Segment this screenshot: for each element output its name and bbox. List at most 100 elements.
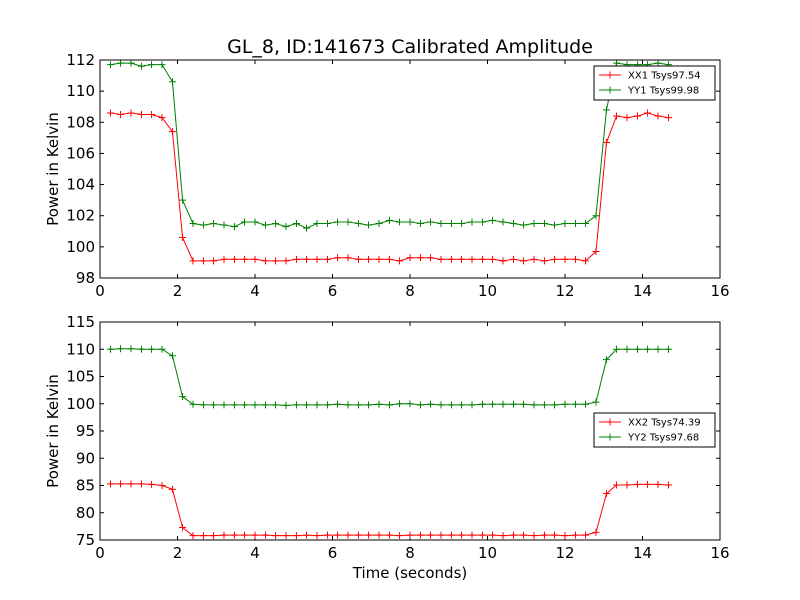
data-point bbox=[303, 224, 311, 232]
data-point bbox=[613, 59, 621, 67]
data-point bbox=[241, 401, 249, 409]
data-point bbox=[571, 220, 579, 227]
x-tick-label: 4 bbox=[250, 544, 260, 562]
y-tick-label: 108 bbox=[66, 113, 95, 131]
x-tick-label: 2 bbox=[173, 544, 183, 562]
data-point bbox=[509, 255, 517, 263]
data-point bbox=[633, 345, 641, 353]
data-point bbox=[447, 401, 455, 409]
data-point bbox=[561, 255, 569, 263]
data-point bbox=[396, 257, 404, 265]
data-point bbox=[127, 480, 135, 488]
data-point bbox=[272, 257, 280, 265]
data-point bbox=[117, 111, 125, 118]
data-point bbox=[551, 531, 559, 539]
data-point bbox=[251, 401, 259, 409]
data-point bbox=[520, 400, 528, 408]
data-point bbox=[530, 255, 538, 263]
data-point bbox=[489, 216, 497, 224]
data-point bbox=[623, 481, 631, 489]
data-point bbox=[220, 221, 228, 229]
bottom-series-markers bbox=[106, 345, 672, 540]
data-point bbox=[664, 481, 672, 489]
data-point bbox=[551, 221, 559, 229]
data-point bbox=[189, 400, 197, 408]
data-point bbox=[592, 248, 600, 256]
data-point bbox=[416, 531, 424, 539]
bottom-tick-labels: 0 2 4 6 8 10 12 14 16 75 80 85 90 95 100 105 110 115 bbox=[66, 313, 729, 562]
data-point bbox=[613, 481, 621, 489]
data-point bbox=[633, 112, 641, 120]
data-point bbox=[654, 59, 662, 67]
y-tick-label: 115 bbox=[66, 313, 95, 331]
data-point bbox=[468, 218, 476, 226]
x-axis-label: Time (seconds) bbox=[352, 564, 468, 582]
data-point bbox=[602, 490, 610, 498]
x-tick-label: 6 bbox=[328, 282, 338, 300]
data-point bbox=[323, 401, 331, 409]
data-point bbox=[292, 255, 300, 263]
data-point bbox=[168, 485, 176, 493]
data-point bbox=[282, 223, 290, 231]
legend-marker bbox=[606, 418, 614, 426]
data-point bbox=[220, 255, 228, 263]
data-point bbox=[561, 400, 569, 408]
data-point bbox=[158, 345, 166, 353]
data-point bbox=[385, 216, 393, 224]
data-point bbox=[633, 480, 641, 488]
top-legend-items: XX1 Tsys97.54 YY1 Tsys99.98 bbox=[599, 71, 701, 97]
data-point bbox=[189, 220, 197, 227]
data-point bbox=[468, 401, 476, 409]
data-point bbox=[106, 345, 114, 353]
legend-marker bbox=[606, 86, 614, 94]
bottom-plot: 0 2 4 6 8 10 12 14 16 75 80 85 90 95 100 105 110 115 Powe… bbox=[44, 313, 730, 582]
x-tick-label: 12 bbox=[555, 544, 574, 562]
data-point bbox=[137, 480, 145, 488]
y-tick-label: 85 bbox=[76, 477, 95, 495]
data-point bbox=[220, 531, 228, 539]
legend-label: YY1 Tsys99.98 bbox=[627, 86, 699, 97]
data-point bbox=[478, 218, 486, 226]
top-plot: 0 2 4 6 8 10 12 14 16 98 100 102 104 106 108 110 112 Pow… bbox=[44, 51, 730, 300]
data-point bbox=[189, 257, 197, 265]
data-point bbox=[334, 254, 342, 262]
data-point bbox=[354, 531, 362, 539]
data-point bbox=[303, 401, 311, 409]
top-legend-box bbox=[593, 65, 716, 101]
data-point bbox=[406, 400, 414, 408]
data-point bbox=[406, 531, 414, 539]
data-point bbox=[168, 128, 176, 136]
data-point bbox=[230, 401, 238, 409]
y-tick-label: 110 bbox=[66, 340, 95, 358]
y-tick-label: 80 bbox=[76, 504, 95, 522]
data-point bbox=[365, 221, 373, 229]
data-point bbox=[313, 401, 321, 409]
data-point bbox=[313, 532, 321, 540]
x-tick-label: 8 bbox=[405, 544, 415, 562]
data-point bbox=[303, 255, 311, 263]
data-point bbox=[664, 345, 672, 353]
data-point bbox=[117, 480, 125, 488]
data-point bbox=[251, 255, 259, 263]
data-point bbox=[644, 109, 652, 117]
top-legend: XX1 Tsys97.54 YY1 Tsys99.98 bbox=[593, 65, 716, 101]
y-tick-label: 75 bbox=[76, 531, 95, 549]
data-point bbox=[230, 255, 238, 263]
bottom-plot-frame bbox=[99, 321, 721, 541]
data-point bbox=[592, 212, 600, 220]
data-point bbox=[179, 523, 187, 531]
data-point bbox=[230, 223, 238, 231]
data-point bbox=[210, 532, 218, 540]
y-tick-label: 90 bbox=[76, 449, 95, 467]
data-point bbox=[437, 255, 445, 263]
data-point bbox=[375, 531, 383, 539]
bottom-legend-box bbox=[593, 412, 716, 448]
data-point bbox=[210, 257, 218, 265]
data-point bbox=[261, 531, 269, 539]
data-point bbox=[117, 59, 125, 67]
data-point bbox=[458, 255, 466, 263]
x-tick-label: 14 bbox=[633, 544, 652, 562]
x-tick-label: 6 bbox=[328, 544, 338, 562]
bottom-legend: XX2 Tsys74.39 YY2 Tsys97.68 bbox=[593, 412, 716, 448]
